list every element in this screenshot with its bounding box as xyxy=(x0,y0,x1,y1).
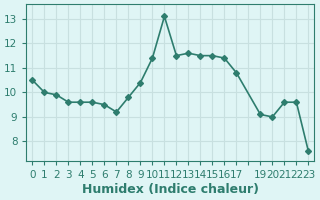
X-axis label: Humidex (Indice chaleur): Humidex (Indice chaleur) xyxy=(82,183,259,196)
